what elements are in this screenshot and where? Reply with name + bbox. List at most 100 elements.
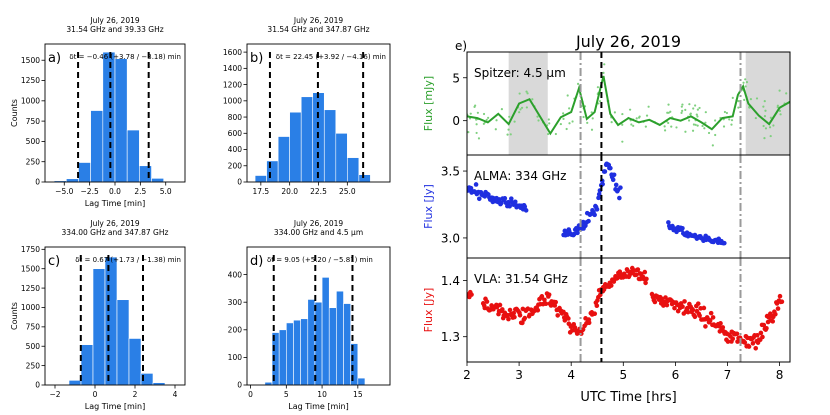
y-tick-label: 300 <box>228 298 243 307</box>
vla-data-point <box>652 299 658 305</box>
vla-data-point <box>720 325 726 330</box>
spitzer-data-point <box>645 114 649 117</box>
histogram-bar <box>300 318 309 386</box>
shaded-region <box>508 52 548 155</box>
vla-data-point <box>594 303 600 309</box>
histogram-bar <box>357 377 366 386</box>
spitzer-data-point <box>785 92 788 95</box>
alma-data-point <box>680 225 685 231</box>
hist-title-date: July 26, 2019 <box>89 219 139 228</box>
y-tick-label: 1600 <box>223 48 242 57</box>
y-tick-label: 1250 <box>21 284 40 293</box>
series-label: VLA: 31.54 GHz <box>474 272 568 286</box>
spitzer-data-point <box>769 116 772 119</box>
x-tick-label: 22.5 <box>310 187 327 196</box>
y-tick-label: 1.4 <box>441 274 460 288</box>
alma-data-point <box>618 185 623 190</box>
vla-data-point <box>542 297 547 303</box>
spitzer-data-point <box>744 85 747 88</box>
spitzer-data-point <box>731 96 734 99</box>
histogram-bar <box>347 157 360 183</box>
spitzer-data-point <box>707 131 711 135</box>
spitzer-data-point <box>769 134 772 138</box>
spitzer-binned-line <box>467 75 790 136</box>
vla-data-point <box>750 341 756 346</box>
histogram-bar <box>116 299 130 386</box>
vla-data-point <box>539 294 545 299</box>
y-tick-label: 500 <box>26 137 41 146</box>
x-axis-label: Lag Time [min] <box>85 199 145 208</box>
spitzer-data-point <box>495 119 498 122</box>
vla-data-point <box>543 301 549 307</box>
y-tick-label: 1000 <box>21 97 40 106</box>
vla-data-point <box>569 328 575 333</box>
histogram-bar <box>358 174 371 183</box>
hist-title-frequencies: 31.54 GHz and 347.87 GHz <box>267 25 369 34</box>
spitzer-data-point <box>475 131 478 135</box>
spitzer-data-point <box>487 116 490 119</box>
histogram-bar <box>114 58 128 183</box>
alma-data-point <box>617 195 622 201</box>
spitzer-data-point <box>698 106 701 110</box>
x-axis-label: UTC Time [hrs] <box>580 390 676 405</box>
spitzer-data-point <box>696 124 699 127</box>
spitzer-data-point <box>667 121 670 125</box>
histogram-bar <box>323 109 337 183</box>
x-tick-label: 5 <box>284 390 289 399</box>
spitzer-data-point <box>610 121 613 124</box>
y-tick-label: 5 <box>452 71 460 85</box>
vla-data-point <box>635 267 641 272</box>
axes-frame <box>246 246 391 386</box>
vla-data-point <box>497 302 503 308</box>
alma-data-point <box>666 220 671 225</box>
x-tick-label: −2.5 <box>81 187 99 196</box>
spitzer-data-point <box>694 104 697 107</box>
x-tick-label: −5.0 <box>55 187 73 196</box>
vla-data-point <box>746 344 752 349</box>
vla-data-point <box>644 276 649 282</box>
spitzer-data-point <box>779 113 782 116</box>
spitzer-data-point <box>689 113 692 116</box>
x-tick-label: 10 <box>317 390 327 399</box>
vla-data-point <box>734 331 740 337</box>
spitzer-data-point <box>744 78 747 81</box>
hist-title-date: July 26, 2019 <box>293 219 343 228</box>
vla-data-point <box>779 299 785 305</box>
histogram-bar <box>286 322 294 386</box>
y-tick-label: 1000 <box>223 97 242 106</box>
spitzer-data-point <box>684 108 687 111</box>
histogram-bar <box>321 277 330 386</box>
x-tick-label: 15 <box>353 390 363 399</box>
lag-annotation: δt = −0.46 (+3.78 / −3.18) min <box>69 53 181 61</box>
vla-data-point <box>672 305 677 311</box>
vla-data-point <box>522 315 528 321</box>
x-tick-label: 3 <box>515 368 523 382</box>
hist-title-frequencies: 31.54 GHz and 39.33 GHz <box>66 25 163 34</box>
spitzer-data-point <box>559 122 562 126</box>
y-axis-label: Flux [Jy] <box>422 288 435 333</box>
spitzer-data-point <box>704 111 707 114</box>
spitzer-data-point <box>554 132 557 136</box>
vla-data-point <box>608 283 614 288</box>
histogram-bar <box>104 256 118 386</box>
y-tick-label: 1200 <box>223 80 242 89</box>
spitzer-data-point <box>562 112 565 115</box>
spitzer-data-point <box>467 131 470 134</box>
histogram-bar <box>66 178 79 183</box>
alma-data-point <box>592 212 597 218</box>
x-tick-label: 0 <box>93 390 98 399</box>
y-axis-label: Flux [Jy] <box>422 184 435 229</box>
spitzer-data-point <box>711 144 714 147</box>
vla-data-point <box>675 308 681 314</box>
spitzer-data-point <box>670 125 673 128</box>
vla-data-point <box>642 269 648 275</box>
histogram-bar <box>289 111 302 183</box>
subplot-content <box>467 155 742 258</box>
spitzer-data-point <box>730 123 733 126</box>
shaded-region <box>745 52 790 155</box>
spitzer-data-point <box>508 115 511 118</box>
vla-data-point <box>663 295 668 300</box>
alma-data-point <box>502 196 508 201</box>
spitzer-data-point <box>680 111 683 114</box>
spitzer-data-point <box>473 105 476 108</box>
